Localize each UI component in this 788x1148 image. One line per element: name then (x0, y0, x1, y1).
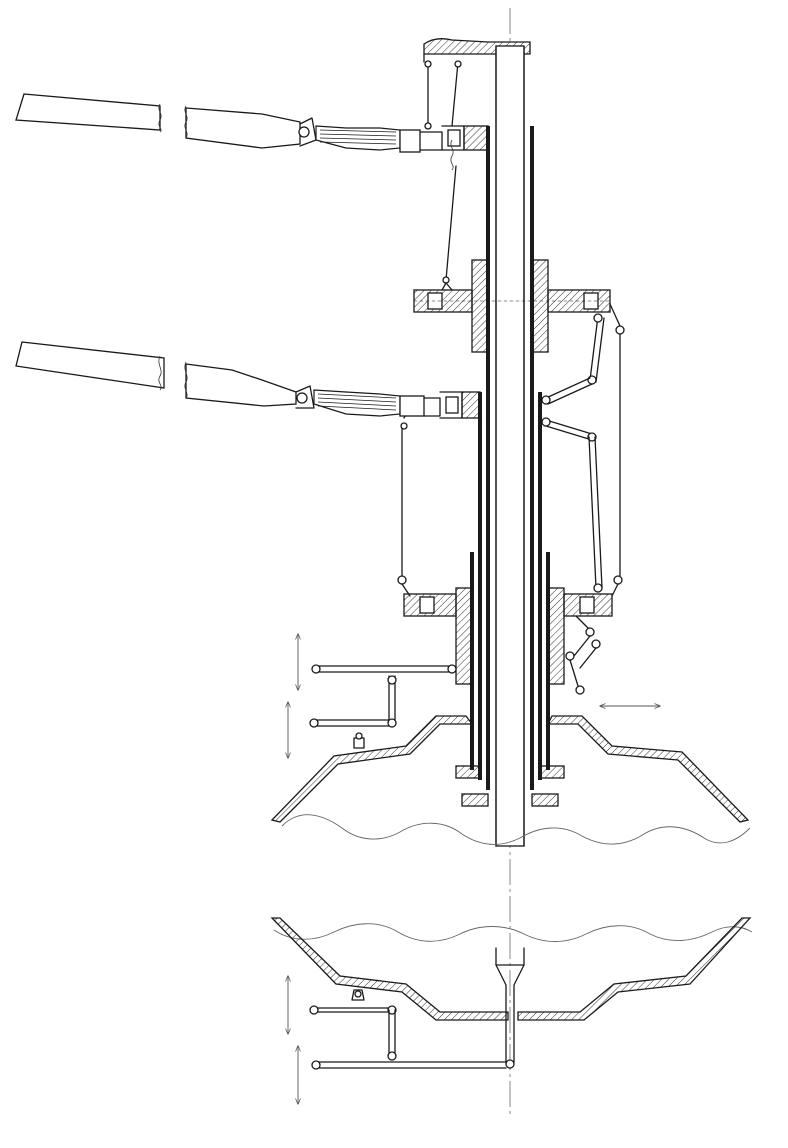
lower-linkage (309, 989, 507, 1070)
upper-linkage (309, 664, 457, 749)
lower-shaft (495, 947, 525, 1069)
tube-1 (486, 126, 534, 790)
flange-1 (413, 259, 611, 353)
direction-arrows (288, 634, 660, 1104)
tube-2 (478, 392, 542, 780)
central-shaft (495, 45, 525, 847)
upper-vessel (270, 715, 751, 845)
flange-2 (403, 587, 613, 685)
right-linkage (541, 303, 625, 597)
right-mechanism (565, 615, 601, 695)
middle-clamp (439, 391, 481, 419)
upper-clamp (441, 125, 489, 151)
bottom-collars (455, 765, 565, 807)
lower-handle (15, 341, 441, 417)
upper-handle (15, 93, 443, 153)
lower-vessel (270, 917, 753, 1021)
break-lines (158, 103, 454, 399)
